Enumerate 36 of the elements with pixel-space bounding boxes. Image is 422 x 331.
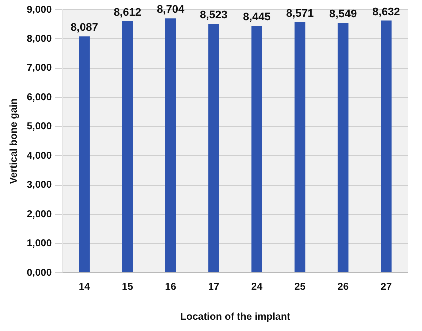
y-tick-label: 3,000 bbox=[26, 180, 52, 192]
bar bbox=[252, 26, 262, 272]
x-tick-label: 26 bbox=[338, 282, 350, 293]
x-tick-label: 16 bbox=[165, 282, 177, 293]
y-tick-label: 2,000 bbox=[26, 209, 52, 220]
x-tick-label: 17 bbox=[208, 282, 220, 293]
x-axis-title: Location of the implant bbox=[180, 312, 292, 323]
x-tick-label: 15 bbox=[122, 282, 134, 293]
y-tick-label: 7,000 bbox=[26, 63, 52, 74]
data-label: 8,571 bbox=[286, 8, 314, 20]
x-tick-label: 14 bbox=[79, 282, 91, 293]
y-tick-label: 4,000 bbox=[26, 150, 52, 162]
bar bbox=[165, 18, 176, 272]
bar bbox=[294, 22, 306, 272]
y-tick-label: 5,000 bbox=[26, 122, 52, 133]
bar bbox=[79, 36, 90, 272]
x-tick-label: 27 bbox=[380, 282, 392, 293]
y-tick-label: 6,000 bbox=[26, 92, 52, 104]
data-label: 8,445 bbox=[243, 12, 271, 24]
bar bbox=[338, 23, 349, 272]
y-axis-title: Vertical bone gain bbox=[8, 98, 20, 184]
bar bbox=[208, 24, 220, 272]
y-tick-label: 0,000 bbox=[26, 268, 52, 279]
data-label: 8,523 bbox=[200, 9, 228, 22]
data-label: 8,549 bbox=[330, 8, 358, 21]
bar bbox=[122, 21, 134, 272]
y-tick-label: 9,000 bbox=[26, 4, 52, 16]
x-tick-label: 25 bbox=[294, 282, 306, 293]
data-label: 8,632 bbox=[372, 6, 400, 18]
data-label: 8,704 bbox=[157, 4, 186, 16]
data-label: 8,087 bbox=[70, 22, 98, 34]
y-tick-label: 1,000 bbox=[26, 238, 52, 250]
y-tick-label: 8,000 bbox=[26, 34, 52, 45]
x-tick-label: 24 bbox=[252, 282, 264, 293]
bar bbox=[381, 20, 392, 272]
data-label: 8,612 bbox=[114, 6, 142, 19]
